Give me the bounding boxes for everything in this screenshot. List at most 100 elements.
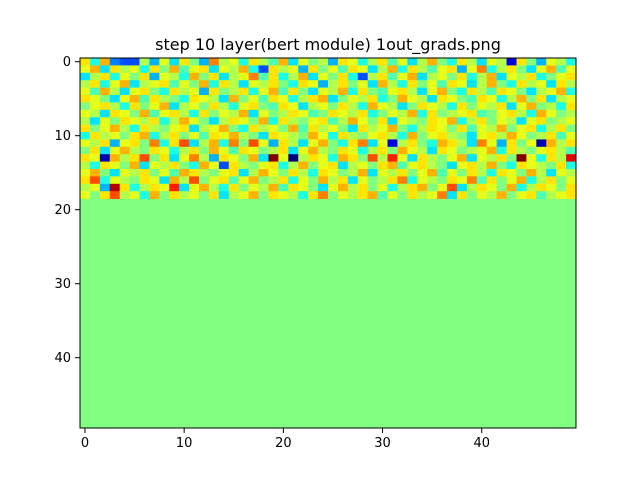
heatmap-cell [318, 117, 329, 125]
heatmap-cell [526, 80, 537, 88]
heatmap-cell [179, 109, 190, 118]
heatmap-cell [536, 95, 547, 103]
heatmap-cell [228, 58, 240, 66]
heatmap-cell [407, 124, 418, 133]
heatmap-cell [208, 169, 220, 177]
heatmap-cell [228, 65, 240, 74]
heatmap-cell [357, 95, 369, 103]
heatmap-cell [159, 102, 170, 111]
heatmap-cell [476, 117, 488, 125]
heatmap-cell [466, 87, 478, 96]
heatmap-cell [328, 161, 339, 170]
heatmap-cell [199, 72, 210, 81]
heatmap-cell [337, 139, 349, 148]
heatmap-cell [288, 72, 299, 81]
heatmap-cell [218, 117, 230, 125]
heatmap-cell [437, 132, 448, 140]
heatmap-cell [258, 124, 269, 133]
heatmap-cell [486, 139, 498, 148]
heatmap-cell [546, 87, 557, 96]
heatmap-cell [546, 132, 557, 140]
heatmap-cell [546, 139, 557, 148]
heatmap-cell [377, 169, 388, 177]
heatmap-cell [566, 191, 577, 199]
heatmap-cell [456, 65, 468, 74]
heatmap-cell [109, 169, 121, 177]
heatmap-cell [387, 65, 398, 74]
heatmap-cell [427, 124, 438, 133]
heatmap-cell [476, 191, 488, 199]
heatmap-cell [298, 139, 309, 148]
heatmap-cell [80, 183, 91, 192]
heatmap-cell [536, 117, 547, 125]
heatmap-cell [417, 161, 428, 170]
heatmap-cell [337, 87, 349, 96]
heatmap-cell [486, 58, 498, 66]
heatmap-cell [447, 183, 458, 192]
heatmap-cell [109, 95, 121, 103]
heatmap-cell [486, 191, 498, 199]
heatmap-cell [179, 132, 190, 140]
heatmap-cell [556, 161, 567, 170]
heatmap-cell [149, 102, 160, 111]
heatmap-cell [248, 87, 259, 96]
heatmap-cell [387, 87, 398, 96]
heatmap-cell [268, 95, 279, 103]
heatmap-cell [99, 191, 111, 199]
heatmap-cell [387, 146, 398, 155]
heatmap-cell [278, 72, 289, 81]
heatmap-cell [218, 183, 230, 192]
heatmap-cell [357, 58, 369, 66]
heatmap-cell [466, 146, 478, 155]
heatmap-cell [407, 139, 418, 148]
heatmap-cell [149, 95, 160, 103]
heatmap-cell [347, 109, 359, 118]
heatmap-cell [506, 176, 517, 185]
heatmap-cell [119, 87, 130, 96]
heatmap-cell [516, 109, 527, 118]
heatmap-cell [476, 154, 488, 162]
heatmap-cell [99, 117, 111, 125]
heatmap-cell [437, 183, 448, 192]
heatmap-cell [536, 169, 547, 177]
heatmap-cell [139, 117, 150, 125]
heatmap-cell [447, 95, 458, 103]
heatmap-cell [397, 109, 408, 118]
heatmap-cell [80, 169, 91, 177]
x-tick-label: 0 [81, 436, 89, 451]
heatmap-cell [387, 132, 398, 140]
heatmap-cell [526, 139, 537, 148]
heatmap-cell [238, 109, 250, 118]
heatmap-cell [199, 95, 210, 103]
heatmap-cell [367, 95, 378, 103]
y-tick-label: 30 [54, 277, 71, 292]
heatmap-cell [536, 58, 547, 66]
heatmap-cell [208, 65, 220, 74]
heatmap-cell [288, 169, 299, 177]
heatmap-cell [238, 161, 250, 170]
heatmap-cell [109, 132, 121, 140]
heatmap-cell [288, 139, 299, 148]
y-tick-label: 10 [54, 129, 71, 144]
heatmap-cell [308, 58, 319, 66]
heatmap-cell [447, 72, 458, 81]
heatmap-cell [149, 58, 160, 66]
heatmap-cell [298, 109, 309, 118]
heatmap-cell [89, 191, 101, 199]
heatmap-cell [347, 95, 359, 103]
heatmap-cell [357, 132, 369, 140]
heatmap-cell [367, 102, 378, 111]
heatmap-cell [407, 58, 418, 66]
heatmap-cell [328, 65, 339, 74]
heatmap-cell [109, 139, 121, 148]
heatmap-cell [308, 109, 319, 118]
heatmap-cell [328, 80, 339, 88]
heatmap-cell [357, 139, 369, 148]
heatmap-cell [318, 109, 329, 118]
heatmap-cell [80, 146, 91, 155]
heatmap-cell [139, 124, 150, 133]
heatmap-cell [357, 191, 369, 199]
heatmap-cell [218, 58, 230, 66]
heatmap-cell [238, 65, 250, 74]
heatmap-cell [397, 169, 408, 177]
